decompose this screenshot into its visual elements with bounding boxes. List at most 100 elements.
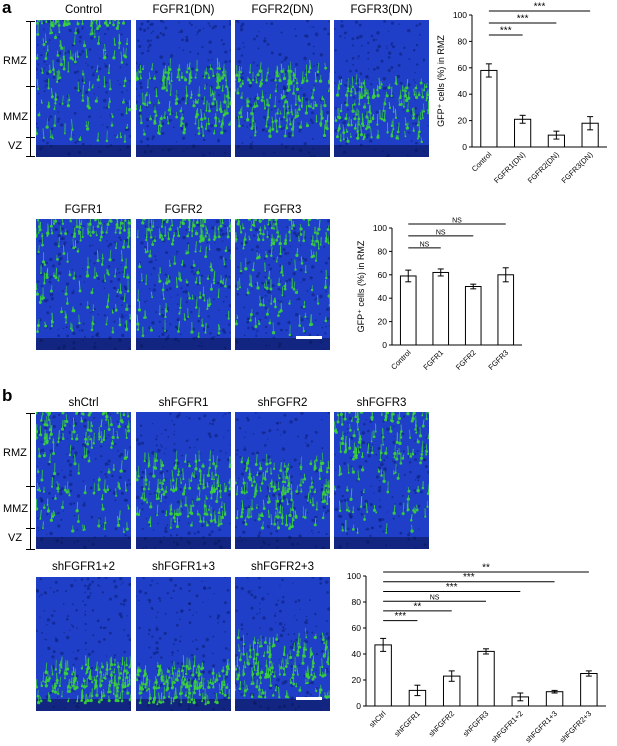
zone-scale-line-a [30, 21, 31, 157]
bar-shFGFR1+3 [545, 691, 564, 707]
y-tick-label: 20 [352, 675, 362, 685]
zone-label-vz: VZ [8, 140, 23, 152]
micrograph-shfgfr2 [235, 412, 330, 549]
significance-label: *** [517, 14, 529, 25]
bar-shCtrl [374, 644, 392, 707]
zone-scale-line-b [30, 413, 31, 549]
micrograph-fgfr3-dn [334, 20, 429, 157]
x-tick-label-FGFR3(DN): FGFR3(DN) [560, 150, 595, 185]
zone-tick [26, 413, 35, 414]
scale-bar-b [296, 697, 322, 700]
image-label-shfgfr2: shFGFR2 [257, 397, 308, 409]
image-label-control: Control [64, 4, 103, 16]
significance-label: ** [414, 601, 422, 612]
significance-label: *** [463, 572, 475, 583]
x-tick-label-shFGFR1+3: shFGFR1+3 [524, 709, 559, 744]
x-tick-label-Control: Control [470, 150, 494, 174]
error-bar-shFGFR1+2 [517, 692, 524, 702]
significance-label: *** [500, 26, 512, 37]
zone-label-mmz: MMZ [3, 503, 29, 515]
y-tick-label: 0 [382, 340, 387, 350]
x-tick-label-FGFR3: FGFR3 [486, 348, 510, 372]
error-bar-FGFR1 [437, 268, 444, 277]
y-tick-label: 0 [462, 142, 467, 152]
significance-label: NS [436, 229, 446, 236]
y-tick-label: 80 [378, 246, 388, 256]
image-label-fgfr1-dn: FGFR1(DN) [152, 4, 215, 16]
micrograph-shfgfr1-2 [36, 577, 131, 711]
x-tick-label-FGFR1: FGFR1 [421, 348, 445, 372]
zone-label-vz: VZ [8, 532, 23, 544]
y-tick-label: 100 [373, 223, 387, 233]
significance-label: NS [430, 595, 440, 602]
error-bar-Control [405, 269, 412, 283]
bar-FGFR3 [497, 274, 515, 346]
error-bar-FGFR2(DN) [553, 130, 560, 140]
bar-Control [480, 69, 498, 148]
micrograph-shfgfr1-3 [136, 577, 231, 711]
x-tick-label-shFGFR1: shFGFR1 [392, 709, 421, 738]
micrograph-fgfr2 [136, 219, 231, 350]
micrograph-shfgfr2-3 [235, 577, 330, 711]
image-label-shctrl: shCtrl [68, 397, 99, 409]
image-label-shfgfr3: shFGFR3 [356, 397, 407, 409]
chart-a-bottom: 0 20 40 60 80 100 GFP⁺ cells (%) in RMZ Control… [350, 218, 530, 383]
zone-label-mmz: MMZ [3, 111, 29, 123]
image-label-fgfr1: FGFR1 [64, 204, 103, 216]
bar-FGFR1 [432, 271, 450, 346]
significance-label: *** [534, 2, 546, 13]
error-bar-FGFR3(DN) [587, 116, 594, 131]
y-tick-label: 60 [458, 63, 468, 73]
micrograph-fgfr3 [235, 219, 330, 350]
zone-tick [26, 549, 35, 550]
y-tick-label: 40 [378, 293, 388, 303]
y-tick-label: 100 [347, 571, 361, 581]
y-tick-label: 80 [352, 597, 362, 607]
significance-label: ** [482, 563, 490, 574]
micrograph-fgfr2-dn [235, 20, 330, 157]
y-tick-label: 60 [378, 270, 388, 280]
y-tick-label: 20 [378, 317, 388, 327]
scale-bar-a [296, 336, 322, 339]
y-tick-label: 20 [458, 116, 468, 126]
zone-label-rmz: RMZ [3, 447, 27, 459]
micrograph-shctrl [36, 412, 131, 549]
y-axis-label: GFP⁺ cells (%) in RMZ [436, 35, 446, 127]
bar-FGFR2 [464, 286, 482, 346]
y-tick-label: 60 [352, 623, 362, 633]
image-label-fgfr2: FGFR2 [164, 204, 203, 216]
x-tick-label-FGFR2: FGFR2 [454, 348, 478, 372]
image-label-fgfr3-dn: FGFR3(DN) [350, 4, 413, 16]
error-bar-FGFR3 [502, 267, 509, 283]
error-bar-FGFR1(DN) [519, 114, 526, 124]
significance-label: *** [446, 582, 458, 593]
panel-letter-b: b [2, 386, 13, 405]
error-bar-shFGFR1+3 [551, 689, 558, 694]
micrograph-shfgfr1 [136, 412, 231, 549]
micrograph-fgfr1 [36, 219, 131, 350]
image-label-shfgfr1-2: shFGFR1+2 [52, 561, 115, 573]
zone-tick [26, 21, 35, 22]
chart-b: 0 20 40 60 80 100 shCtrl shFGFR1 shFGFR2 shFGFR3 s… [338, 563, 614, 744]
error-bar-shFGFR3 [483, 648, 489, 655]
micrograph-fgfr1-dn [136, 20, 231, 157]
significance-label: NS [420, 241, 430, 248]
micrograph-shfgfr3 [334, 412, 429, 549]
chart-svg-a-bottom: 0 20 40 60 80 100 GFP⁺ cells (%) in RMZ Control… [356, 218, 522, 372]
zone-tick [26, 156, 35, 157]
significance-label: NS [452, 218, 462, 225]
zone-tick [26, 486, 35, 487]
x-tick-label-shFGFR1+2: shFGFR1+2 [489, 709, 524, 744]
panel-letter-a: a [2, 0, 12, 17]
y-tick-label: 0 [356, 701, 361, 711]
error-bar-shFGFR1 [414, 684, 421, 697]
x-tick-label-shFGFR2: shFGFR2 [427, 709, 456, 738]
y-tick-label: 40 [352, 649, 362, 659]
x-tick-label-Control: Control [389, 348, 413, 372]
bar-shFGFR2+3 [580, 673, 598, 707]
error-bar-shFGFR2 [448, 670, 455, 682]
x-tick-label-shCtrl: shCtrl [367, 709, 387, 729]
y-axis-label: GFP⁺ cells (%) in RMZ [356, 240, 366, 332]
zone-tick [26, 137, 35, 138]
